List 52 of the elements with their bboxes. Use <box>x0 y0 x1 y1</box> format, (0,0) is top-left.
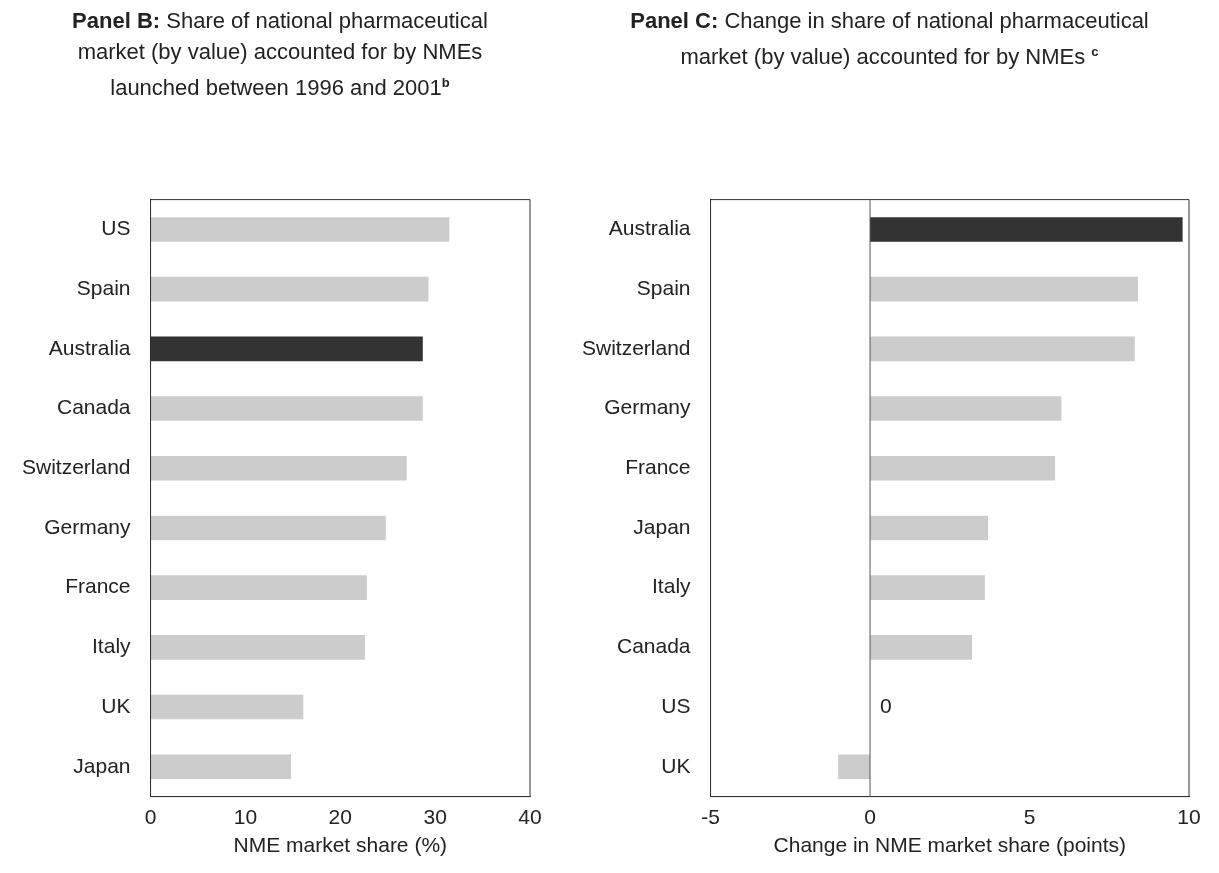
bar <box>870 336 1135 362</box>
bar <box>150 276 429 302</box>
x-axis-title: NME market share (%) <box>233 833 448 857</box>
bar <box>150 575 367 600</box>
y-tick-label: Spain <box>636 275 691 299</box>
bar <box>870 217 1183 242</box>
data-label: 0 <box>880 693 892 717</box>
bar <box>150 515 386 541</box>
bar <box>870 515 989 541</box>
x-tick-label: 0 <box>144 805 157 828</box>
bar <box>150 694 304 720</box>
x-tick-label: 20 <box>328 805 352 828</box>
y-tick-label: Spain <box>76 275 131 299</box>
bar <box>150 455 407 481</box>
y-tick-label: Canada <box>616 634 691 658</box>
x-axis-title: Change in NME market share (points) <box>773 833 1127 857</box>
y-tick-label: Germany <box>604 395 692 419</box>
y-tick-label: Switzerland <box>21 455 131 479</box>
bar <box>838 754 871 780</box>
x-tick-label: 10 <box>1177 805 1201 828</box>
y-tick-label: Australia <box>48 335 131 359</box>
bar <box>150 754 291 780</box>
y-tick-label: Italy <box>652 574 692 598</box>
chart-title: Panel B: Share of national pharmaceutical market (by value) accounted for by NMEs launched between 1996 and 2001$^{b}$ <box>71 7 489 103</box>
chart-title: Panel C: Change in share of national pharmaceutical market (by value) accounted for by NMEs $^{c}$ <box>629 7 1150 72</box>
bar <box>870 455 1056 481</box>
y-tick-label: UK <box>101 693 131 717</box>
bar <box>870 575 985 600</box>
x-tick-label: 40 <box>518 805 542 828</box>
y-tick-label: US <box>661 693 691 717</box>
x-tick-label: -5 <box>701 805 720 828</box>
y-tick-label: Italy <box>92 634 132 658</box>
y-tick-label: US <box>101 216 131 240</box>
x-tick-label: 5 <box>1023 805 1036 828</box>
y-tick-label: Australia <box>608 216 691 240</box>
bar <box>150 217 450 242</box>
y-tick-label: Japan <box>73 753 131 777</box>
y-tick-label: Japan <box>633 514 691 538</box>
x-tick-label: 0 <box>864 805 876 828</box>
y-tick-label: Canada <box>56 395 131 419</box>
y-tick-label: France <box>65 574 131 598</box>
x-tick-label: 30 <box>423 805 447 828</box>
y-tick-label: Switzerland <box>581 335 691 359</box>
bar <box>870 396 1062 421</box>
y-tick-label: UK <box>661 753 691 777</box>
x-tick-label: 10 <box>233 805 258 828</box>
bar <box>150 635 365 660</box>
y-tick-label: Germany <box>44 514 132 538</box>
y-tick-label: France <box>625 455 691 479</box>
bar <box>870 276 1138 302</box>
bar <box>870 635 973 660</box>
bar <box>150 396 423 421</box>
